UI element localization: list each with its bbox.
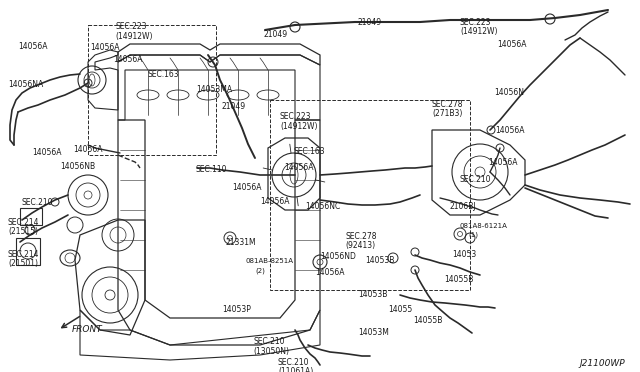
Text: (11061A): (11061A) bbox=[278, 367, 313, 372]
Text: (14912W): (14912W) bbox=[280, 122, 317, 131]
Text: SEC.210: SEC.210 bbox=[278, 358, 310, 367]
Text: 14056NB: 14056NB bbox=[60, 162, 95, 171]
Text: 14056N: 14056N bbox=[494, 88, 524, 97]
Text: 14056A: 14056A bbox=[495, 126, 525, 135]
Text: 14056A: 14056A bbox=[260, 197, 289, 206]
Text: (92413): (92413) bbox=[345, 241, 375, 250]
Text: 14056A: 14056A bbox=[232, 183, 262, 192]
Text: (21501): (21501) bbox=[8, 259, 38, 268]
Text: SEC.214: SEC.214 bbox=[8, 250, 40, 259]
Text: 14053P: 14053P bbox=[222, 305, 251, 314]
Text: SEC.110: SEC.110 bbox=[196, 165, 227, 174]
Text: 14056ND: 14056ND bbox=[320, 252, 356, 261]
Text: SEC.278: SEC.278 bbox=[432, 100, 463, 109]
Text: 14056A: 14056A bbox=[497, 40, 527, 49]
Text: 14056A: 14056A bbox=[90, 43, 120, 52]
Text: 14056A: 14056A bbox=[73, 145, 102, 154]
Text: 21049: 21049 bbox=[263, 30, 287, 39]
Text: SEC.163: SEC.163 bbox=[293, 147, 324, 156]
Text: SEC.278: SEC.278 bbox=[345, 232, 376, 241]
Text: 21331M: 21331M bbox=[225, 238, 255, 247]
Text: SEC.210: SEC.210 bbox=[22, 198, 54, 207]
Text: 14053M: 14053M bbox=[358, 328, 389, 337]
Text: 2106BJ: 2106BJ bbox=[450, 202, 477, 211]
Text: SEC.223: SEC.223 bbox=[115, 22, 147, 31]
Text: (1): (1) bbox=[468, 232, 478, 238]
Text: 14056A: 14056A bbox=[315, 268, 344, 277]
Text: 081AB-8251A: 081AB-8251A bbox=[245, 258, 293, 264]
Text: 14055B: 14055B bbox=[413, 316, 442, 325]
Text: 14053B: 14053B bbox=[358, 290, 387, 299]
Text: (14912W): (14912W) bbox=[460, 27, 497, 36]
Text: 14056A: 14056A bbox=[32, 148, 61, 157]
Text: 14056A: 14056A bbox=[18, 42, 47, 51]
Text: SEC.163: SEC.163 bbox=[148, 70, 180, 79]
Text: 14056NC: 14056NC bbox=[305, 202, 340, 211]
Text: 14055B: 14055B bbox=[444, 275, 474, 284]
Text: (21515): (21515) bbox=[8, 227, 38, 236]
Text: 14053: 14053 bbox=[452, 250, 476, 259]
Text: 14053B: 14053B bbox=[365, 256, 394, 265]
Bar bbox=[88, 25, 216, 155]
Text: 14055: 14055 bbox=[388, 305, 412, 314]
Text: FRONT: FRONT bbox=[72, 325, 103, 334]
Text: 14056A: 14056A bbox=[284, 163, 314, 172]
Text: 14056NA: 14056NA bbox=[8, 80, 44, 89]
Text: 21049: 21049 bbox=[358, 18, 382, 27]
Text: 21049: 21049 bbox=[222, 102, 246, 111]
Text: SEC.214: SEC.214 bbox=[8, 218, 40, 227]
Text: SEC.210: SEC.210 bbox=[253, 337, 285, 346]
Text: (14912W): (14912W) bbox=[115, 32, 152, 41]
Text: 14053MA: 14053MA bbox=[196, 85, 232, 94]
Text: 14056A: 14056A bbox=[113, 55, 143, 64]
Text: SEC.223: SEC.223 bbox=[280, 112, 312, 121]
Text: (271B3): (271B3) bbox=[432, 109, 462, 118]
Text: (2): (2) bbox=[255, 267, 265, 273]
Text: 14056A: 14056A bbox=[488, 158, 518, 167]
Text: (13050N): (13050N) bbox=[253, 347, 289, 356]
Text: 081A8-6121A: 081A8-6121A bbox=[460, 223, 508, 229]
Bar bbox=[270, 100, 470, 290]
Text: SEC.210: SEC.210 bbox=[460, 175, 492, 184]
Text: J21100WP: J21100WP bbox=[579, 359, 625, 368]
Text: SEC.223: SEC.223 bbox=[460, 18, 492, 27]
